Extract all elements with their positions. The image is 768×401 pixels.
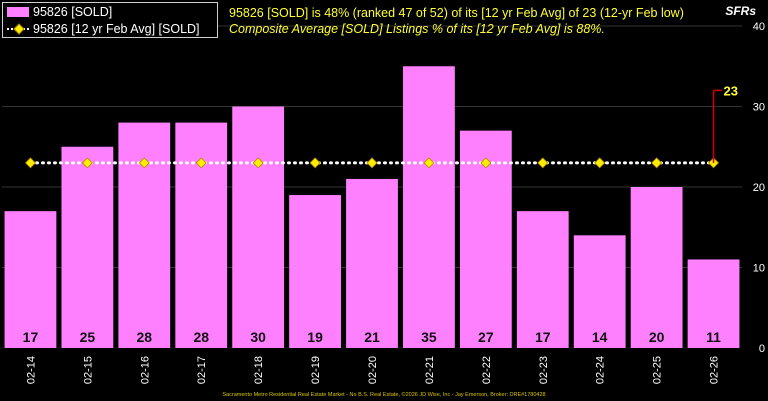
bar-value-label: 35: [421, 329, 437, 345]
average-marker: [81, 157, 93, 169]
average-marker: [651, 157, 663, 169]
x-tick-label: 02-23: [538, 356, 550, 384]
legend-item-avg: 95826 [12 yr Feb Avg] [SOLD]: [7, 21, 200, 37]
legend-item-sold: 95826 [SOLD]: [7, 4, 112, 20]
bar: [403, 66, 455, 348]
y-axis-ticks: 0 10 20 30 40: [753, 21, 765, 355]
average-marker: [138, 157, 150, 169]
legend-swatch-line: [7, 24, 29, 34]
x-tick-label: 02-25: [652, 356, 664, 384]
bar: [573, 235, 626, 348]
y-tick-label: 20: [753, 182, 765, 194]
legend: 95826 [SOLD] 95826 [12 yr Feb Avg] [SOLD…: [2, 2, 218, 38]
bar: [346, 178, 398, 348]
y-tick-label: 0: [759, 343, 765, 355]
bar-value-label: 19: [307, 329, 323, 345]
bar-value-label: 21: [364, 329, 380, 345]
x-tick-label: 02-17: [196, 356, 208, 384]
average-marker: [366, 157, 378, 169]
bar-value-label: 14: [592, 329, 608, 345]
bar-value-label: 28: [137, 329, 153, 345]
x-tick-label: 02-19: [310, 356, 322, 384]
bar-value-label: 11: [706, 329, 721, 345]
chart-header: 95826 [SOLD] is 48% (ranked 47 of 52) of…: [229, 5, 684, 37]
x-tick-label: 02-14: [25, 356, 37, 384]
x-tick-label: 02-20: [367, 356, 379, 384]
bar-series: [4, 66, 740, 348]
y-tick-label: 10: [753, 263, 765, 275]
average-marker: [537, 157, 549, 169]
bar-value-label: 27: [478, 329, 494, 345]
average-marker: [423, 157, 435, 169]
footer-credit: Sacramento Metro Residential Real Estate…: [222, 392, 546, 398]
annotation-label: 23: [724, 83, 738, 98]
x-tick-label: 02-21: [424, 356, 436, 384]
bar: [118, 122, 171, 348]
legend-swatch-bar: [7, 7, 29, 17]
average-marker: [252, 157, 264, 169]
bar-value-label: 30: [250, 329, 266, 345]
x-tick-label: 02-24: [595, 356, 607, 384]
y-axis-label: SFRs: [725, 4, 756, 18]
average-line-series: [24, 157, 720, 169]
bar: [630, 187, 683, 348]
x-tick-label: 02-18: [253, 356, 265, 384]
x-tick-label: 02-22: [481, 356, 493, 384]
average-marker: [480, 157, 492, 169]
bar-value-label: 17: [535, 329, 551, 345]
bar: [232, 106, 285, 348]
average-marker: [195, 157, 207, 169]
bar-value-labels: 17 25 28 28 30 19 21 35 27 17 14 20 11: [23, 329, 721, 345]
bar-value-label: 28: [193, 329, 209, 345]
x-axis-ticks: 02-14 02-15 02-16 02-17 02-18 02-19 02-20 02-21…: [25, 356, 720, 384]
bar: [4, 211, 57, 348]
x-tick-label: 02-15: [82, 356, 94, 384]
bar: [289, 195, 341, 348]
bar-value-label: 17: [23, 329, 39, 345]
x-tick-label: 02-16: [139, 356, 151, 384]
header-summary: 95826 [SOLD] is 48% (ranked 47 of 52) of…: [229, 6, 684, 20]
y-tick-label: 40: [753, 21, 765, 33]
annotation: 23: [712, 83, 738, 163]
bar: [516, 211, 569, 348]
average-marker: [309, 157, 321, 169]
header-composite: Composite Average [SOLD] Listings % of i…: [229, 22, 605, 36]
y-tick-label: 30: [753, 102, 765, 114]
bar-value-label: 25: [80, 329, 96, 345]
legend-label-sold: 95826 [SOLD]: [33, 5, 113, 19]
bar-value-label: 20: [649, 329, 665, 345]
x-tick-label: 02-26: [709, 356, 721, 384]
bar: [175, 122, 228, 348]
average-marker: [594, 157, 606, 169]
bar: [687, 259, 740, 348]
legend-label-avg: 95826 [12 yr Feb Avg] [SOLD]: [33, 22, 200, 36]
bar: [61, 146, 114, 348]
average-marker: [24, 157, 36, 169]
